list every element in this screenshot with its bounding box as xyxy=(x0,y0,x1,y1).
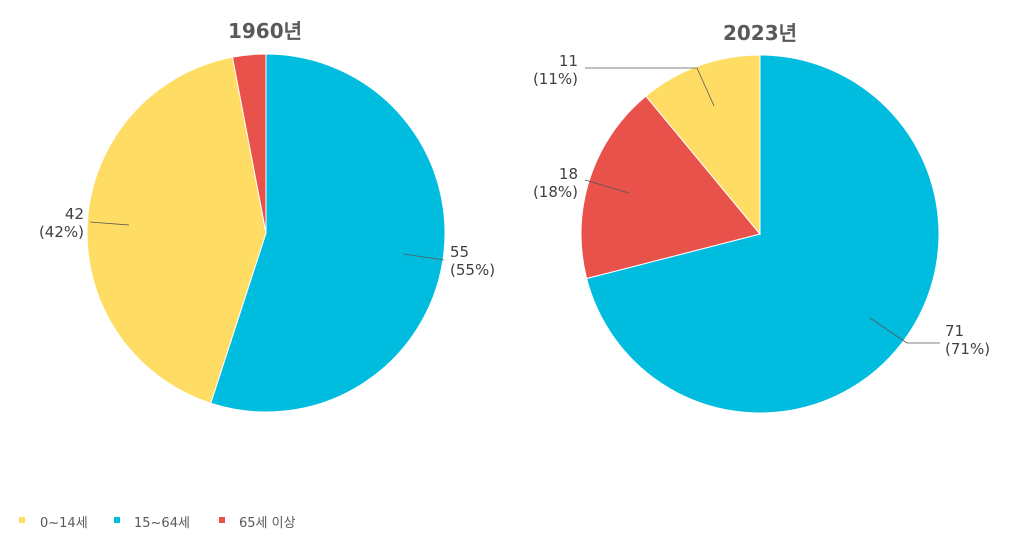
data-label-percent-0-14: (42%) xyxy=(39,223,84,241)
data-label-value-65-plus: 18 xyxy=(559,165,578,183)
pie-slice-0-14 xyxy=(645,54,761,236)
chart-title-1960: 1960년 xyxy=(228,19,302,43)
legend-swatch-0-14 xyxy=(19,517,25,523)
data-label-percent-15-64: (71%) xyxy=(945,340,990,358)
pie-slice-65-plus xyxy=(231,53,267,234)
legend-label-0-14: 0~14세 xyxy=(40,516,88,531)
pie-chart-1960: 1960년 42(42%) 55(55%) xyxy=(39,19,495,413)
chart-title-2023: 2023년 xyxy=(723,21,797,45)
data-label-value-0-14: 42 xyxy=(65,205,84,223)
pie-slice-65-plus xyxy=(580,95,761,280)
legend: 0~14세 15~64세 65세 이상 xyxy=(19,516,296,531)
leader-line-65-plus xyxy=(584,179,630,194)
legend-label-15-64: 15~64세 xyxy=(134,516,190,531)
data-label-value-15-64: 71 xyxy=(945,322,964,340)
data-label-percent-15-64: (55%) xyxy=(450,261,495,279)
pie-slice-0-14 xyxy=(86,56,267,404)
leader-line-15-64 xyxy=(869,317,940,344)
legend-swatch-15-64 xyxy=(114,517,120,523)
pie-slice-15-64 xyxy=(586,54,940,414)
pie-chart-2023: 2023년 11(11%) 71(71%) 18(18%) xyxy=(533,21,990,414)
pie-slice-15-64 xyxy=(210,53,446,413)
data-label-value-0-14: 11 xyxy=(559,52,578,70)
legend-swatch-65-plus xyxy=(219,517,225,523)
data-label-percent-0-14: (11%) xyxy=(533,70,578,88)
leader-line-0-14 xyxy=(585,67,715,107)
legend-label-65-plus: 65세 이상 xyxy=(239,516,296,531)
leader-line-0-14 xyxy=(89,221,130,226)
data-label-value-15-64: 55 xyxy=(450,243,469,261)
leader-line-15-64 xyxy=(402,253,445,261)
data-label-percent-65-plus: (18%) xyxy=(533,183,578,201)
